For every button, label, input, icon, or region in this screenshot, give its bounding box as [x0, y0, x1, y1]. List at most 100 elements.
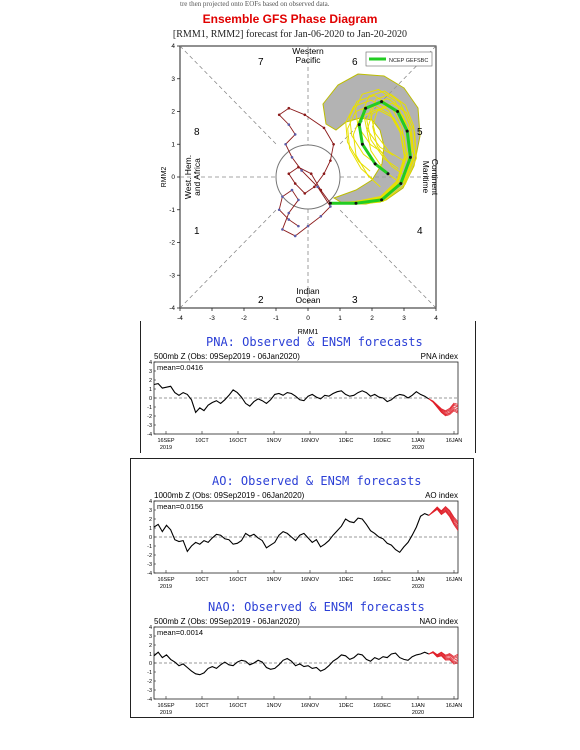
legend-box	[365, 51, 433, 67]
observed-point	[277, 113, 281, 117]
divider-line	[179, 45, 279, 147]
index-mean-label: mean=0.0156	[157, 502, 203, 511]
forecast-point	[380, 100, 384, 104]
ensemble-member-line	[330, 90, 413, 204]
index-forecast-member	[428, 652, 459, 665]
phase-2-label: 2	[258, 295, 264, 306]
observed-point	[290, 188, 294, 192]
phase-5-label: 5	[417, 127, 423, 138]
index-ytick-label: 3	[149, 508, 152, 514]
rmm1-tick-label: 2	[370, 315, 374, 322]
observed-point	[287, 172, 291, 176]
index-header-right: PNA index	[421, 352, 458, 361]
observed-point	[281, 228, 284, 231]
index-xtick-label: 16DEC	[373, 703, 391, 709]
observed-point	[293, 133, 297, 136]
forecast-point	[328, 201, 332, 205]
rmm1-axis-label: RMM1	[298, 329, 319, 336]
index-header-left: 500mb Z (Obs: 09Sep2019 - 06Jan2020)	[154, 352, 300, 361]
rmm1-tick-label: -3	[209, 315, 215, 322]
nao-title: NAO: Observed & ENSM forecasts	[208, 600, 425, 614]
index-forecast-member	[428, 651, 459, 657]
observed-point	[322, 126, 326, 130]
index-xtick-label: 16OCT	[229, 577, 247, 583]
rmm1-tick-label: -1	[273, 315, 279, 322]
index-ytick-label: -1	[147, 405, 152, 411]
phase-1-label: 1	[194, 226, 200, 237]
rmm1-tick-label: -2	[241, 315, 247, 322]
index-ytick-label: 2	[149, 378, 152, 384]
observed-point	[329, 205, 332, 208]
index-ytick-label: 0	[149, 661, 152, 667]
index-ytick-label: -4	[147, 571, 152, 577]
index-ytick-label: 3	[149, 634, 152, 640]
pna-chart: 500mb Z (Obs: 09Sep2019 - 06Jan2020) PNA …	[147, 352, 462, 450]
phase-7-label: 7	[258, 57, 264, 68]
rmm2-tick-label: -2	[169, 240, 175, 247]
ensemble-member-line	[330, 105, 415, 205]
pna-title: PNA: Observed & ENSM forecasts	[206, 335, 423, 349]
unit-circle	[275, 144, 341, 210]
region-indian-ocean-2: Ocean	[295, 295, 320, 305]
index-year-label: 2020	[412, 445, 424, 450]
region-maritime-2: Continent	[430, 159, 440, 196]
index-xtick-label: 16NOV	[301, 577, 319, 583]
forecast-point	[396, 110, 400, 113]
ao-title: AO: Observed & ENSM forecasts	[212, 474, 422, 488]
index-xtick-label: 1NOV	[267, 703, 282, 709]
ensemble-member-line	[330, 108, 409, 205]
index-ytick-label: 0	[149, 535, 152, 541]
legend-label: NCEP GEFSBC	[389, 58, 428, 64]
observed-point	[316, 185, 319, 189]
index-ytick-label: -3	[147, 423, 152, 429]
rmm1-tick-label: 1	[338, 315, 342, 322]
rmm1-ticks: -4 -3 -2 -1 0 1 2 3 4	[177, 308, 438, 322]
index-xtick-label: 16NOV	[301, 703, 319, 709]
region-western-pacific: Western	[292, 46, 324, 56]
index-header-right: AO index	[425, 491, 458, 500]
index-observed-line	[153, 512, 430, 554]
divider-line	[337, 207, 437, 309]
index-ytick-label: 2	[149, 643, 152, 649]
rmm2-tick-label: 3	[171, 76, 175, 83]
ao-chart: 1000mb Z (Obs: 09Sep2019 - 06Jan2020) AO …	[147, 491, 462, 589]
observed-point	[290, 156, 294, 159]
index-xtick-label: 1NOV	[267, 438, 282, 444]
index-xtick-label: 1NOV	[267, 577, 282, 583]
index-ytick-label: -1	[147, 544, 152, 550]
observed-point	[293, 234, 297, 238]
rmm2-tick-label: 2	[171, 109, 175, 116]
index-ytick-label: -1	[147, 670, 152, 676]
ao-nao-panel	[130, 458, 474, 718]
truncated-caption: tre then projected onto EOFs based on ob…	[180, 0, 330, 8]
rmm2-tick-label: -3	[169, 272, 175, 279]
index-xtick-label: 16SEP	[157, 577, 174, 583]
index-observed-line	[153, 382, 430, 414]
observed-point	[287, 218, 291, 221]
phase-8-label: 8	[194, 127, 200, 138]
index-forecast-member	[428, 506, 459, 522]
index-xtick-label: 16SEP	[157, 703, 174, 709]
index-mean-label: mean=0.0416	[157, 363, 203, 372]
index-xtick-label: 1JAN	[411, 703, 424, 709]
observed-point	[319, 188, 323, 192]
rmm2-tick-label: -4	[169, 305, 175, 312]
rmm1-tick-label: 0	[306, 315, 310, 322]
index-forecast-member	[428, 398, 459, 417]
phase-4-label: 4	[417, 226, 423, 237]
rmm2-tick-label: 4	[171, 43, 175, 50]
index-ytick-label: 1	[149, 652, 152, 658]
index-xtick-label: 10CT	[195, 703, 209, 709]
observed-point	[297, 198, 300, 202]
index-ytick-label: -3	[147, 562, 152, 568]
forecast-point	[354, 201, 358, 205]
index-ytick-label: -2	[147, 679, 152, 685]
observed-point	[297, 165, 300, 169]
index-ytick-label: -2	[147, 553, 152, 559]
observed-point	[329, 159, 332, 162]
index-xtick-label: 16JAN	[446, 703, 463, 709]
pna-panel	[140, 321, 476, 453]
index-xtick-label: 1DEC	[339, 577, 354, 583]
index-xtick-label: 10CT	[195, 577, 209, 583]
index-year-label: 2020	[412, 710, 424, 715]
